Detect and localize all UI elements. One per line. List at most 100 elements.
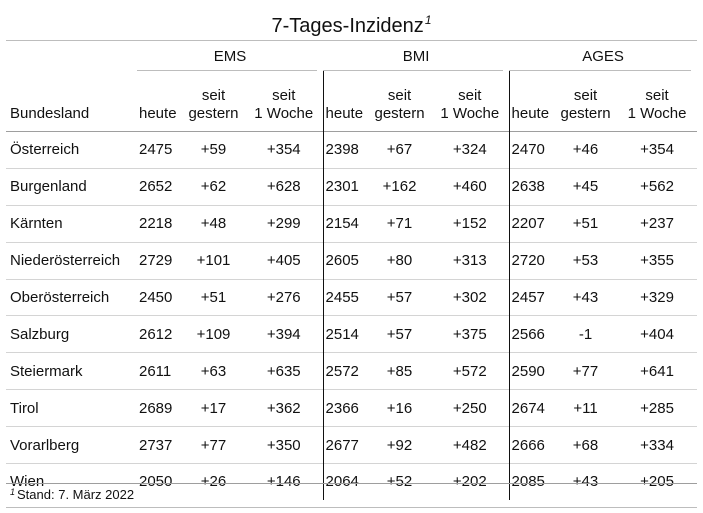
value-cell: +85 (368, 352, 432, 390)
table-row: Niederösterreich 2729 +101 +405 2605 +80 +313 2… (6, 241, 698, 280)
value-cell: 2677 (322, 426, 369, 464)
value-cell: 2590 (508, 352, 555, 390)
bundesland-cell: Salzburg (6, 315, 137, 353)
value-cell: +460 (431, 167, 510, 206)
sub-header-row: Bundesland heute seit gestern seit 1 Woche he… (6, 71, 697, 132)
value-cell: +11 (554, 389, 618, 427)
value-cell: 2470 (508, 131, 555, 169)
value-cell: +313 (431, 241, 510, 280)
col-header-seit-gestern-line1: seit (201, 87, 226, 104)
top-rule (6, 40, 697, 41)
value-cell: +109 (182, 315, 245, 353)
value-cell: +355 (617, 241, 698, 280)
value-cell: +51 (182, 278, 245, 316)
value-cell: +405 (245, 241, 324, 280)
value-cell: +68 (554, 426, 618, 464)
col-header-seit-1-woche: seit 1 Woche (431, 71, 509, 132)
value-cell: 2301 (322, 167, 369, 206)
value-cell: 2475 (137, 131, 182, 169)
bundesland-cell: Niederösterreich (6, 241, 137, 280)
value-cell: +43 (554, 463, 618, 500)
value-cell: +77 (182, 426, 245, 464)
value-cell: +334 (617, 426, 698, 464)
bundesland-cell: Oberösterreich (6, 278, 137, 316)
table-row: Tirol 2689 +17 +362 2366 +16 +250 2674 +11 +285 (6, 389, 698, 427)
value-cell: 2652 (137, 167, 182, 206)
table-row: Kärnten 2218 +48 +299 2154 +71 +152 2207 +51 +237 (6, 204, 698, 243)
value-cell: 2729 (137, 241, 182, 280)
value-cell: +362 (245, 389, 324, 427)
value-cell: 2674 (508, 389, 555, 427)
value-cell: 2085 (508, 463, 555, 500)
value-cell: 2218 (137, 204, 182, 243)
value-cell: +53 (554, 241, 618, 280)
value-cell: 2457 (508, 278, 555, 316)
value-cell: +354 (617, 131, 698, 169)
value-cell: +63 (182, 352, 245, 390)
value-cell: 2612 (137, 315, 182, 353)
value-cell: +276 (245, 278, 324, 316)
value-cell: +146 (245, 463, 324, 500)
group-header-ages: AGES (509, 41, 697, 71)
value-cell: +250 (431, 389, 510, 427)
value-cell: 2455 (322, 278, 369, 316)
footnote: 1 Stand: 7. März 2022 (6, 483, 697, 502)
col-header-heute: heute (322, 71, 369, 132)
col-header-bundesland: Bundesland (10, 105, 90, 122)
bundesland-cell: Tirol (6, 389, 137, 427)
value-cell: 2720 (508, 241, 555, 280)
value-cell: +152 (431, 204, 510, 243)
value-cell: +394 (245, 315, 324, 353)
value-cell: +45 (554, 167, 618, 206)
value-cell: 2611 (137, 352, 182, 390)
bundesland-cell: Wien (6, 463, 137, 500)
group-header-ems: EMS (137, 41, 323, 71)
table-row: Wien 2050 +26 +146 2064 +52 +202 2085 +43 +205 (6, 463, 698, 500)
value-cell: 2737 (137, 426, 182, 464)
value-cell: +404 (617, 315, 698, 353)
value-cell: +57 (368, 315, 432, 353)
value-cell: +375 (431, 315, 510, 353)
value-cell: -1 (554, 315, 618, 353)
col-header-seit-gestern-line1: seit (387, 87, 412, 104)
bundesland-cell: Österreich (6, 131, 137, 169)
incidence-table: EMS BMI AGES Bundesland heute seit gestern… (6, 41, 698, 500)
value-cell: +162 (368, 167, 432, 206)
value-cell: +635 (245, 352, 324, 390)
bundesland-cell: Kärnten (6, 204, 137, 243)
value-cell: 2207 (508, 204, 555, 243)
table-row: Steiermark 2611 +63 +635 2572 +85 +572 2590 +77 +… (6, 352, 698, 390)
value-cell: +71 (368, 204, 432, 243)
col-header-seit-1-woche-line2: 1 Woche (627, 105, 687, 122)
value-cell: +51 (554, 204, 618, 243)
group-header-bmi: BMI (323, 41, 509, 71)
value-cell: +482 (431, 426, 510, 464)
col-header-seit-1-woche-line1: seit (272, 87, 296, 104)
value-cell: 2450 (137, 278, 182, 316)
value-cell: +628 (245, 167, 324, 206)
value-cell: +62 (182, 167, 245, 206)
value-cell: +285 (617, 389, 698, 427)
bundesland-cell: Vorarlberg (6, 426, 137, 464)
table-row: Burgenland 2652 +62 +628 2301 +162 +460 2638 +45… (6, 167, 698, 206)
value-cell: +205 (617, 463, 698, 500)
col-header-seit-gestern: seit gestern (554, 71, 617, 132)
col-header-seit-gestern-line2: gestern (560, 105, 611, 122)
value-cell: +572 (431, 352, 510, 390)
value-cell: 2064 (322, 463, 369, 500)
footnote-mark: 1 (10, 487, 16, 497)
col-header-heute: heute (508, 71, 555, 132)
value-cell: 2572 (322, 352, 369, 390)
col-header-seit-1-woche-line2: 1 Woche (254, 105, 314, 122)
value-cell: +641 (617, 352, 698, 390)
col-header-seit-gestern-line2: gestern (188, 105, 239, 122)
title-text: 7-Tages-Inzidenz (271, 15, 424, 37)
value-cell: +237 (617, 204, 698, 243)
value-cell: 2514 (322, 315, 369, 353)
value-cell: +67 (368, 131, 432, 169)
col-header-seit-1-woche-line1: seit (458, 87, 482, 104)
value-cell: +26 (182, 463, 245, 500)
value-cell: 2154 (322, 204, 369, 243)
col-header-heute: heute (139, 105, 177, 122)
